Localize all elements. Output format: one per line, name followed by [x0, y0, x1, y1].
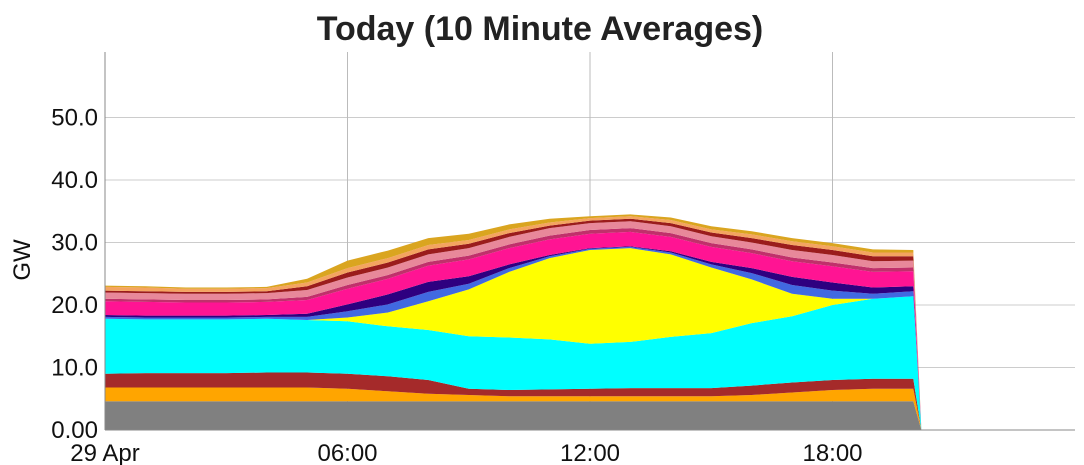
- series-area-1: [105, 401, 1075, 430]
- series-area-6: [105, 246, 1075, 430]
- series-areas: [105, 214, 1075, 430]
- y-tick-label: 30.0: [51, 230, 98, 257]
- series-area-3: [105, 372, 1075, 430]
- series-area-12: [105, 216, 1075, 430]
- axes: [104, 52, 1075, 431]
- x-tick-label: 29 Apr: [70, 440, 139, 465]
- y-tick-label: 0.00: [51, 417, 98, 444]
- x-tick-label: 06:00: [317, 440, 377, 465]
- series-area-4: [105, 296, 1075, 430]
- x-tick-label: 18:00: [802, 440, 862, 465]
- y-tick-label: 50.0: [51, 105, 98, 132]
- y-axis-label: GW: [9, 239, 36, 281]
- x-tick-label: 12:00: [560, 440, 620, 465]
- series-area-2: [105, 387, 1075, 430]
- series-area-8: [105, 231, 1075, 430]
- chart-title: Today (10 Minute Averages): [317, 10, 764, 48]
- series-area-5: [105, 248, 1075, 430]
- y-tick-label: 10.0: [51, 355, 98, 382]
- y-tick-label: 40.0: [51, 167, 98, 194]
- x-tick-labels: 29 Apr 06:00 12:00 18:00: [70, 440, 862, 465]
- y-tick-label: 20.0: [51, 292, 98, 319]
- y-tick-labels: 0.00 10.0 20.0 30.0 40.0 50.0: [51, 105, 98, 445]
